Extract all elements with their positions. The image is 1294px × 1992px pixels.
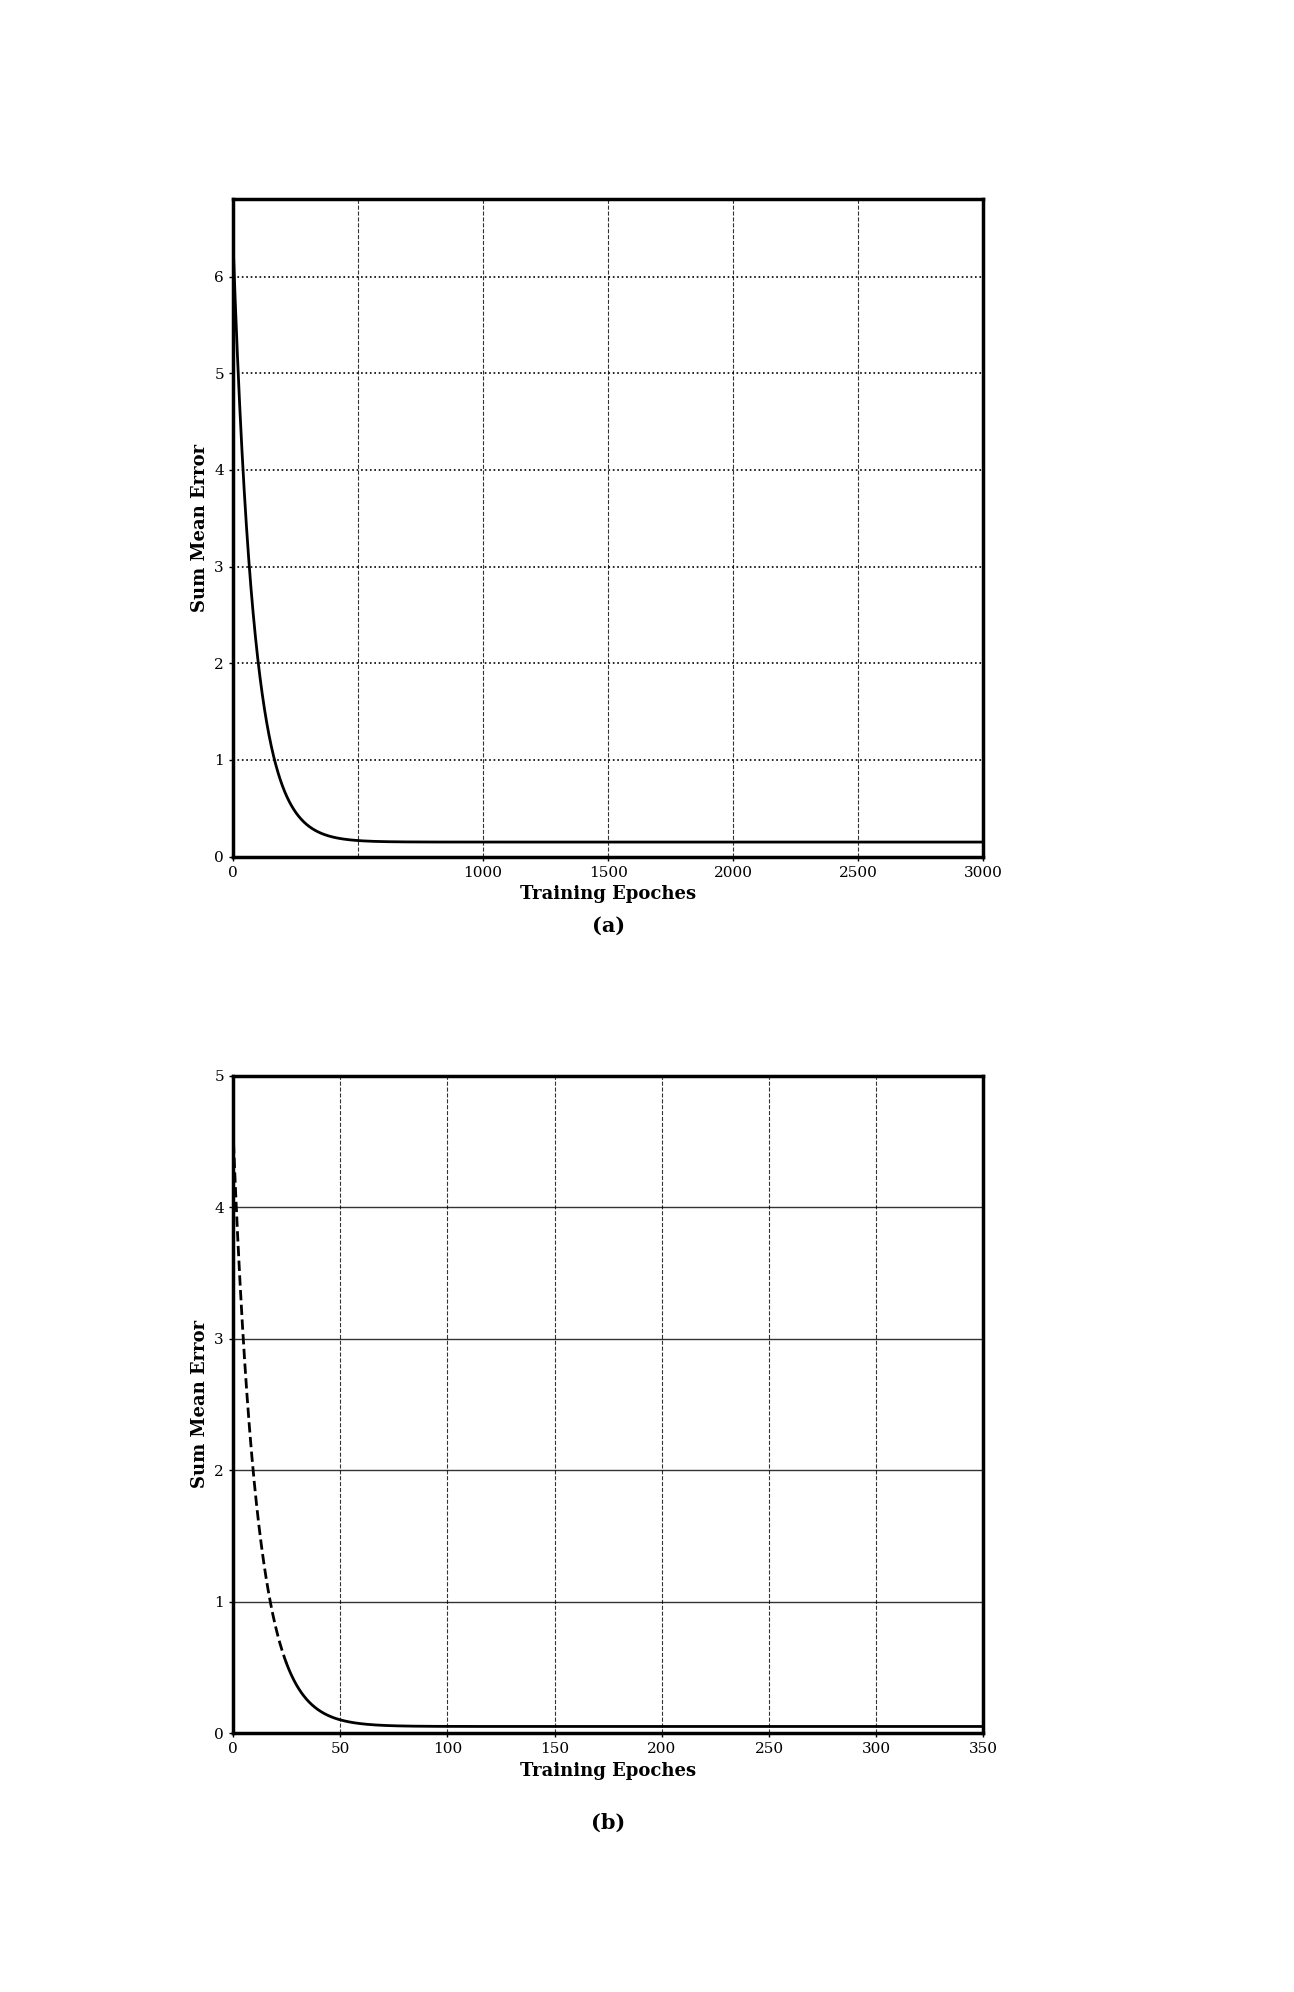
Text: (b): (b) <box>591 1813 625 1833</box>
X-axis label: Training Epoches: Training Epoches <box>520 884 696 902</box>
Y-axis label: Sum Mean Error: Sum Mean Error <box>190 1321 208 1488</box>
X-axis label: Training Epoches: Training Epoches <box>520 1761 696 1779</box>
Y-axis label: Sum Mean Error: Sum Mean Error <box>190 444 208 612</box>
Text: (a): (a) <box>591 916 625 936</box>
